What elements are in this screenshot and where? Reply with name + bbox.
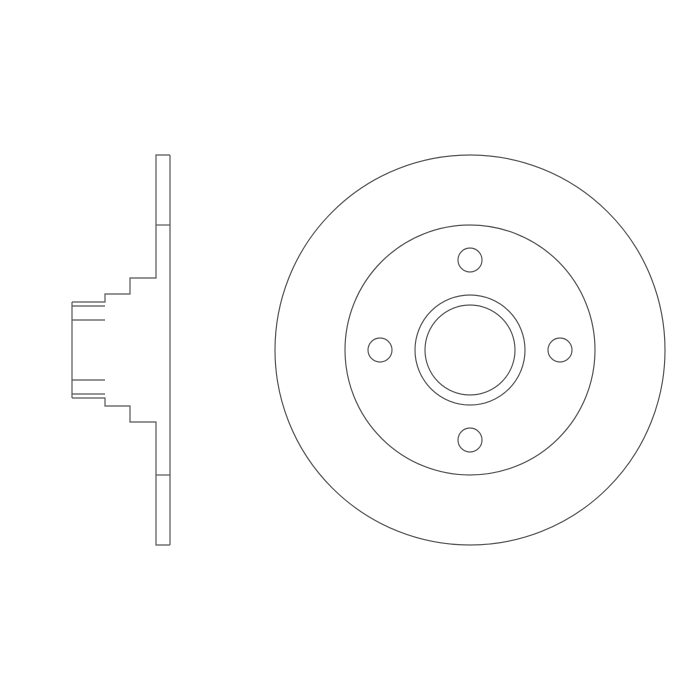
bolt-hole [368,338,392,362]
bolt-hole [458,248,482,272]
bolt-hole [458,428,482,452]
profile-bottom [72,398,170,545]
hub-outer [415,295,525,405]
disc-outer [275,155,665,545]
front-view [275,155,665,545]
bolt-hole [548,338,572,362]
side-view [72,155,170,545]
technical-drawing [0,0,700,700]
profile-top [72,155,170,302]
hub-inner [425,305,515,395]
disc-inner-ring [345,225,595,475]
